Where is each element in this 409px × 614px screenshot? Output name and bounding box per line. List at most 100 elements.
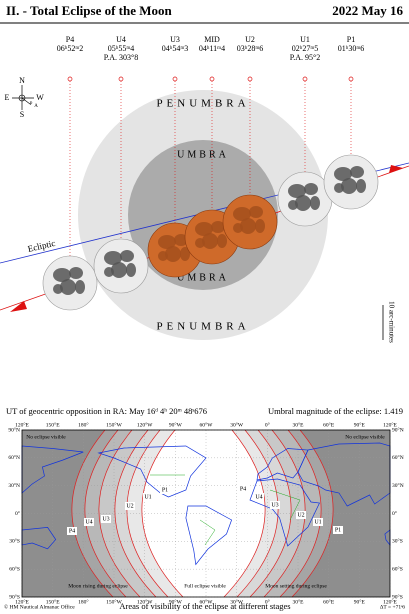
stage-tag-bg bbox=[84, 518, 94, 526]
moon-mare bbox=[211, 221, 225, 233]
stage-label: U3 bbox=[170, 35, 180, 44]
stage-curve bbox=[291, 429, 334, 598]
lon-label: 180° bbox=[78, 598, 88, 605]
lon-label: 120°E bbox=[383, 598, 397, 605]
compass-letter: E bbox=[5, 93, 10, 102]
stage-marker bbox=[172, 76, 178, 82]
lat-label: 90°N bbox=[8, 426, 20, 433]
moon-mare bbox=[53, 284, 63, 294]
map-note: No eclipse visible bbox=[345, 434, 385, 440]
lon-label: 0° bbox=[265, 598, 270, 605]
stage-tag-bg bbox=[160, 486, 170, 494]
lon-label: 120°E bbox=[15, 421, 29, 428]
stage-tag-bg bbox=[270, 501, 280, 509]
stage-curve bbox=[223, 429, 266, 598]
moon-mare bbox=[202, 233, 218, 249]
path-arrow bbox=[10, 301, 27, 312]
coastline bbox=[249, 478, 321, 547]
stage-curve bbox=[141, 429, 184, 598]
lon-label: 60°W bbox=[200, 598, 214, 605]
scale-label: 10 arc-minutes bbox=[387, 301, 395, 343]
map-note: Moon rising during eclipse bbox=[68, 583, 128, 589]
compass-center bbox=[18, 94, 26, 102]
stage-label: MID bbox=[204, 35, 220, 44]
moon-mare bbox=[341, 178, 357, 194]
lon-label: 30°E bbox=[292, 421, 304, 428]
stage-time: 03ʰ28ᵐ6 bbox=[237, 44, 263, 53]
penumbra-label: PENUMBRA bbox=[156, 321, 249, 333]
moon-mare bbox=[111, 262, 127, 278]
stage-time: 04ʰ11ᵐ4 bbox=[199, 44, 225, 53]
umbra-label: UMBRA bbox=[177, 149, 229, 160]
coastline bbox=[297, 442, 391, 507]
lon-label: 150°E bbox=[46, 421, 60, 428]
caption: Areas of visibility of the eclipse at di… bbox=[119, 601, 290, 611]
moon-mare bbox=[334, 167, 352, 181]
lat-label: 90°N bbox=[392, 426, 404, 433]
lat-label: 60°N bbox=[392, 454, 404, 461]
stage-tag-bg bbox=[101, 515, 111, 523]
stage-tag-bg bbox=[238, 485, 248, 493]
lon-label: 60°E bbox=[323, 421, 335, 428]
lon-label: 120°E bbox=[15, 598, 29, 605]
penumbra-label: PENUMBRA bbox=[156, 98, 249, 110]
stage-tag-bg bbox=[313, 518, 323, 526]
moon-mare bbox=[233, 207, 251, 221]
moon-mare bbox=[104, 251, 122, 265]
stage-marker bbox=[118, 76, 124, 82]
stage-curve bbox=[236, 429, 279, 598]
lon-label: 90°W bbox=[169, 421, 183, 428]
moon-mare bbox=[288, 184, 306, 198]
stage-tag: U2 bbox=[297, 512, 304, 518]
stage-marker bbox=[348, 76, 354, 82]
moon-mare bbox=[75, 280, 85, 294]
stage-tag: P1 bbox=[162, 487, 168, 493]
moon-mare bbox=[249, 206, 263, 218]
moon-mare bbox=[255, 219, 265, 233]
stage-marker bbox=[67, 76, 73, 82]
lat-label: 0° bbox=[392, 510, 397, 517]
stage-curve bbox=[279, 429, 322, 598]
lat-label: 60°S bbox=[392, 565, 403, 572]
visibility-map: UT of geocentric opposition in RA: May 1… bbox=[4, 406, 405, 611]
lon-label: 90°E bbox=[354, 421, 366, 428]
lat-label: 90°S bbox=[9, 593, 20, 600]
lon-label: 0° bbox=[265, 421, 270, 428]
lon-label: 150°E bbox=[46, 598, 60, 605]
stage-tag-bg bbox=[67, 527, 77, 535]
lon-label: 60°W bbox=[200, 421, 214, 428]
moon-mare bbox=[233, 223, 243, 233]
stage-curve bbox=[84, 429, 127, 598]
lat-label: 0° bbox=[15, 510, 20, 517]
moon-mare bbox=[334, 183, 344, 193]
stage-label: P4 bbox=[66, 35, 74, 44]
border bbox=[269, 489, 301, 521]
stage-tag-bg bbox=[254, 493, 264, 501]
map-frame bbox=[21, 429, 391, 598]
stage-tag: U1 bbox=[144, 494, 151, 500]
coastline bbox=[97, 445, 207, 498]
lon-label: 150°W bbox=[106, 598, 122, 605]
stage-label: U2 bbox=[245, 35, 255, 44]
stage-tag-bg bbox=[296, 511, 306, 519]
moon-mare bbox=[158, 251, 168, 261]
lat-label: 60°S bbox=[9, 565, 20, 572]
lon-label: 120°E bbox=[383, 421, 397, 428]
stage-tag-bg bbox=[143, 493, 153, 501]
stage-label: U1 bbox=[300, 35, 310, 44]
moon-mare bbox=[165, 246, 181, 262]
lon-label: 30°E bbox=[292, 598, 304, 605]
date: 2022 May 16 bbox=[332, 3, 403, 18]
stage-time: 06ʰ52ᵐ2 bbox=[57, 44, 83, 53]
stage-time: 01ʰ30ᵐ6 bbox=[338, 44, 364, 53]
ecliptic-label: Ecliptic bbox=[27, 238, 57, 254]
stage-tag: U2 bbox=[126, 503, 133, 509]
lat-label: 60°N bbox=[8, 454, 20, 461]
stage-pa: P.A. 303°8 bbox=[104, 53, 139, 62]
moon-mare bbox=[158, 235, 176, 249]
stage-curve bbox=[249, 429, 292, 598]
stage-time: 02ʰ27ᵐ5 bbox=[292, 44, 318, 53]
stage-tag: P4 bbox=[69, 528, 75, 534]
coastline bbox=[21, 445, 84, 494]
